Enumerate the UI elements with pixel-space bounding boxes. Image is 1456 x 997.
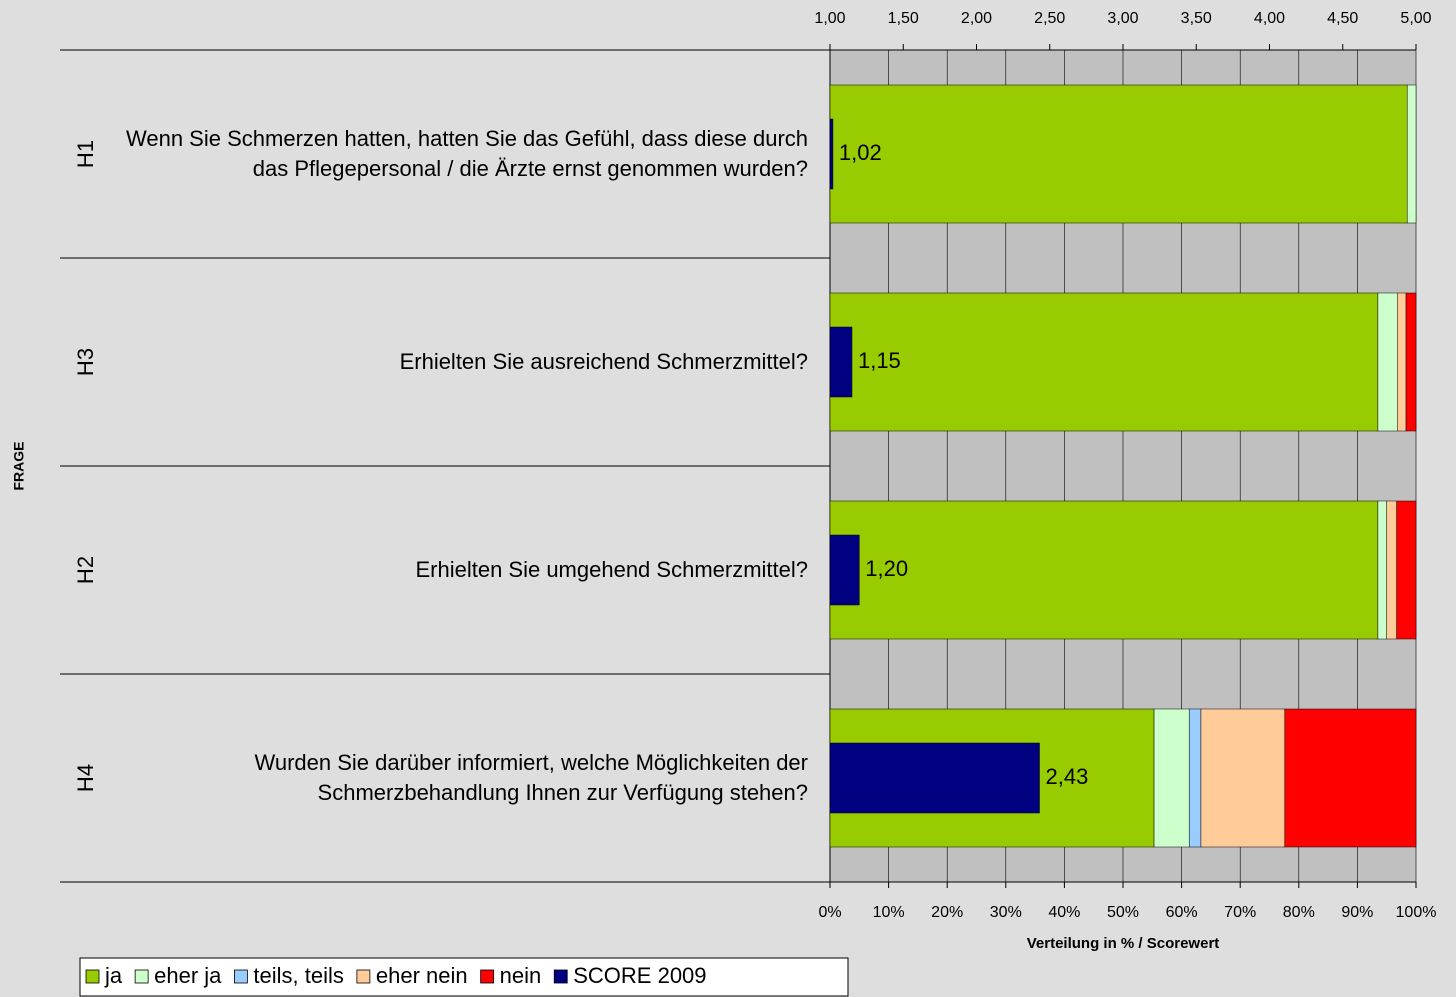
bar-segment <box>1396 500 1417 640</box>
question-text: Erhielten Sie umgehend Schmerzmittel? <box>415 557 808 582</box>
x-tick-label: 50% <box>1107 904 1139 921</box>
bar-segment <box>1284 708 1417 848</box>
category-code: H2 <box>73 556 98 584</box>
category-code: H4 <box>73 764 98 792</box>
value-label: 1,02 <box>839 140 882 165</box>
y-axis-label: FRAGE <box>11 442 27 491</box>
legend-swatch <box>356 969 371 984</box>
bar-segment <box>1396 292 1407 432</box>
legend-label: eher ja <box>154 963 222 988</box>
category-code: H1 <box>73 140 98 168</box>
legend-swatch <box>134 969 149 984</box>
legend-swatch <box>234 969 248 984</box>
bar-segment <box>1377 500 1387 640</box>
x-tick-label: 70% <box>1224 904 1256 921</box>
x-tick-label: 90% <box>1341 904 1373 921</box>
x-tick-label: 40% <box>1048 904 1080 921</box>
bar-segment <box>1386 500 1397 640</box>
bar-segment <box>829 500 1379 640</box>
score-bar <box>829 742 1040 814</box>
score-bar <box>829 326 853 398</box>
legend-swatch <box>480 969 495 984</box>
x-tick-label: 10% <box>873 904 905 921</box>
legend-swatch <box>553 969 568 984</box>
x2-tick-label: 5,00 <box>1400 10 1431 27</box>
x2-tick-label: 1,00 <box>814 10 845 27</box>
bar-segment <box>1153 708 1190 848</box>
bar-segment <box>1406 84 1417 224</box>
x2-tick-label: 2,50 <box>1034 10 1065 27</box>
x2-tick-label: 1,50 <box>888 10 919 27</box>
bar-segment <box>1377 292 1398 432</box>
x2-tick-label: 4,00 <box>1254 10 1285 27</box>
question-text: Wenn Sie Schmerzen hatten, hatten Sie da… <box>126 126 808 181</box>
legend-label: ja <box>104 963 123 988</box>
x-tick-label: 80% <box>1283 904 1315 921</box>
bar-segment <box>1200 708 1285 848</box>
question-text: Wurden Sie darüber informiert, welche Mö… <box>254 750 808 805</box>
legend-label: eher nein <box>376 963 468 988</box>
x2-tick-label: 3,00 <box>1107 10 1138 27</box>
score-bar <box>829 534 860 606</box>
bar-segment <box>1405 292 1417 432</box>
x2-tick-label: 2,00 <box>961 10 992 27</box>
legend-label: nein <box>500 963 542 988</box>
bar-segment <box>829 84 1408 224</box>
legend-label: teils, teils <box>253 963 343 988</box>
bar-segment <box>1188 708 1202 848</box>
question-text: Erhielten Sie ausreichend Schmerzmittel? <box>399 349 808 374</box>
value-label: 1,20 <box>865 556 908 581</box>
x-axis-label: Verteilung in % / Scorewert <box>1027 935 1220 952</box>
bar-segment <box>829 292 1379 432</box>
x-tick-label: 20% <box>931 904 963 921</box>
x-tick-label: 60% <box>1166 904 1198 921</box>
legend-box <box>79 957 849 997</box>
x-tick-label: 100% <box>1396 904 1437 921</box>
legend-label: SCORE 2009 <box>573 963 706 988</box>
x2-tick-label: 4,50 <box>1327 10 1358 27</box>
x-tick-label: 0% <box>818 904 841 921</box>
value-label: 2,43 <box>1045 764 1088 789</box>
score-bar <box>829 118 834 190</box>
x-tick-label: 30% <box>990 904 1022 921</box>
value-label: 1,15 <box>858 348 901 373</box>
x2-tick-label: 3,50 <box>1181 10 1212 27</box>
category-code: H3 <box>73 348 98 376</box>
legend-swatch <box>85 969 100 984</box>
